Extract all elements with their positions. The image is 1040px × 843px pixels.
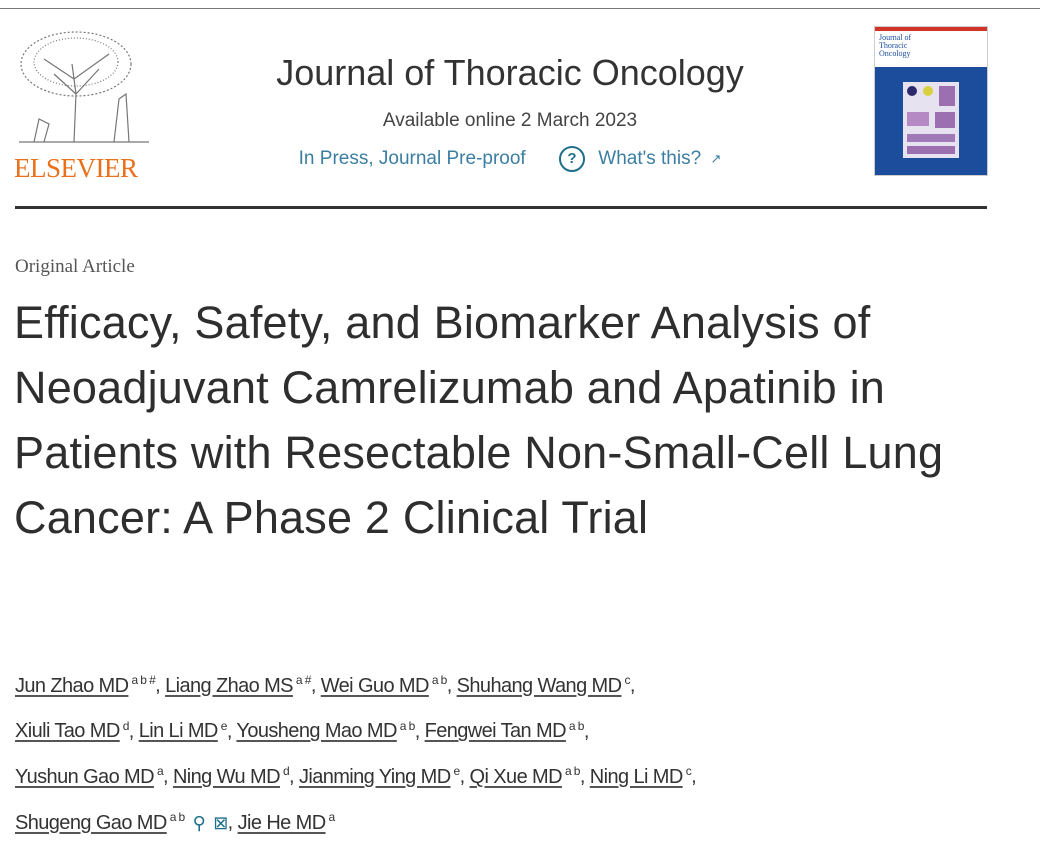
author[interactable]: Liang Zhao MS a # xyxy=(165,673,311,697)
cover-title-line: Thoracic xyxy=(879,41,908,50)
author-name[interactable]: Wei Guo MD xyxy=(320,674,430,697)
cover-header: Journal of Thoracic Oncology xyxy=(875,27,987,67)
author[interactable]: Fengwei Tan MD a b xyxy=(424,718,585,743)
author-name[interactable]: Fengwei Tan MD xyxy=(424,720,567,743)
whats-this-link[interactable]: What's this? xyxy=(598,148,702,169)
author-name[interactable]: Qi Xue MD xyxy=(469,765,563,788)
author-affiliation[interactable]: e xyxy=(453,764,461,779)
external-link-icon: ↗ xyxy=(710,151,722,166)
author-affiliation[interactable]: a b xyxy=(169,809,185,824)
question-circle-icon[interactable]: ? xyxy=(558,146,585,172)
author-name[interactable]: Lin Li MD xyxy=(138,720,219,743)
author-name[interactable]: Jun Zhao MD xyxy=(15,674,129,697)
cover-title-line: Journal of xyxy=(879,33,912,42)
tree-icon xyxy=(19,31,149,143)
header-divider xyxy=(15,206,987,209)
author[interactable]: Ning Wu MD d xyxy=(172,764,290,788)
author[interactable]: Yushun Gao MD a xyxy=(15,764,164,788)
author-list: Jun Zhao MD a b #, Liang Zhao MS a #, Wei … xyxy=(15,673,697,834)
author-name[interactable]: Jie He MD xyxy=(237,811,327,834)
journal-cover[interactable]: Journal of Thoracic Oncology xyxy=(874,26,988,176)
author-affiliation[interactable]: d xyxy=(282,764,290,779)
author-affiliation[interactable]: a b # xyxy=(131,673,156,687)
publisher-name: ELSEVIER xyxy=(14,153,138,183)
cover-title-line: Oncology xyxy=(879,49,911,58)
article-title: Efficacy, Safety, and Biomarker Analysis… xyxy=(14,297,944,543)
author-name[interactable]: Jianming Ying MD xyxy=(298,765,451,788)
author-name[interactable]: Xiuli Tao MD xyxy=(15,720,120,743)
author[interactable]: Jianming Ying MD e xyxy=(298,764,461,788)
person-icon[interactable]: ⚲ xyxy=(192,812,206,833)
journal-title[interactable]: Journal of Thoracic Oncology xyxy=(276,52,744,93)
author[interactable]: Wei Guo MD a b xyxy=(320,673,448,697)
publication-status: In Press, Journal Pre-proof ? What's thi… xyxy=(200,146,820,172)
author[interactable]: Qi Xue MD a b xyxy=(469,764,581,788)
author-name[interactable]: Yushun Gao MD xyxy=(15,765,155,788)
cover-image xyxy=(903,82,959,158)
status-text: In Press, Journal Pre-proof xyxy=(298,148,526,169)
author-affiliation[interactable]: a b xyxy=(431,673,447,687)
author-affiliation[interactable]: a b xyxy=(399,718,415,733)
author-name[interactable]: Ning Wu MD xyxy=(172,765,281,788)
author-affiliation[interactable]: a b xyxy=(564,764,580,779)
author-affiliation[interactable]: c xyxy=(685,764,692,779)
author-affiliation[interactable]: c xyxy=(624,673,630,687)
author[interactable]: Ning Li MD c xyxy=(589,764,692,788)
available-date: Available online 2 March 2023 xyxy=(382,110,638,131)
author[interactable]: Jie He MD a xyxy=(237,809,336,834)
author[interactable]: Jun Zhao MD a b # xyxy=(15,673,156,697)
author-affiliation[interactable]: a # xyxy=(295,673,311,687)
author-name[interactable]: Yousheng Mao MD xyxy=(236,720,397,743)
email-icon[interactable]: ⊠ xyxy=(213,812,228,833)
author[interactable]: Xiuli Tao MD d xyxy=(15,718,130,743)
author-name[interactable]: Shuhang Wang MD xyxy=(456,674,622,697)
author-affiliation[interactable]: a xyxy=(156,764,164,779)
author-name[interactable]: Liang Zhao MS xyxy=(165,674,293,697)
author-affiliation[interactable]: e xyxy=(220,718,228,733)
author-affiliation[interactable]: a b xyxy=(568,718,584,733)
author-affiliation[interactable]: d xyxy=(122,718,130,733)
author-affiliation[interactable]: a xyxy=(328,809,336,824)
author[interactable]: Lin Li MD e xyxy=(138,718,228,743)
author[interactable]: Shugeng Gao MD a b ⚲ ⊠ xyxy=(15,809,228,834)
author[interactable]: Shuhang Wang MD c xyxy=(456,673,631,697)
author-name[interactable]: Ning Li MD xyxy=(589,765,684,788)
author-name[interactable]: Shugeng Gao MD xyxy=(15,811,167,834)
author[interactable]: Yousheng Mao MD a b xyxy=(236,718,415,743)
top-border xyxy=(0,8,1040,9)
elsevier-logo[interactable]: ELSEVIER xyxy=(14,24,154,184)
article-type: Original Article xyxy=(15,256,135,277)
